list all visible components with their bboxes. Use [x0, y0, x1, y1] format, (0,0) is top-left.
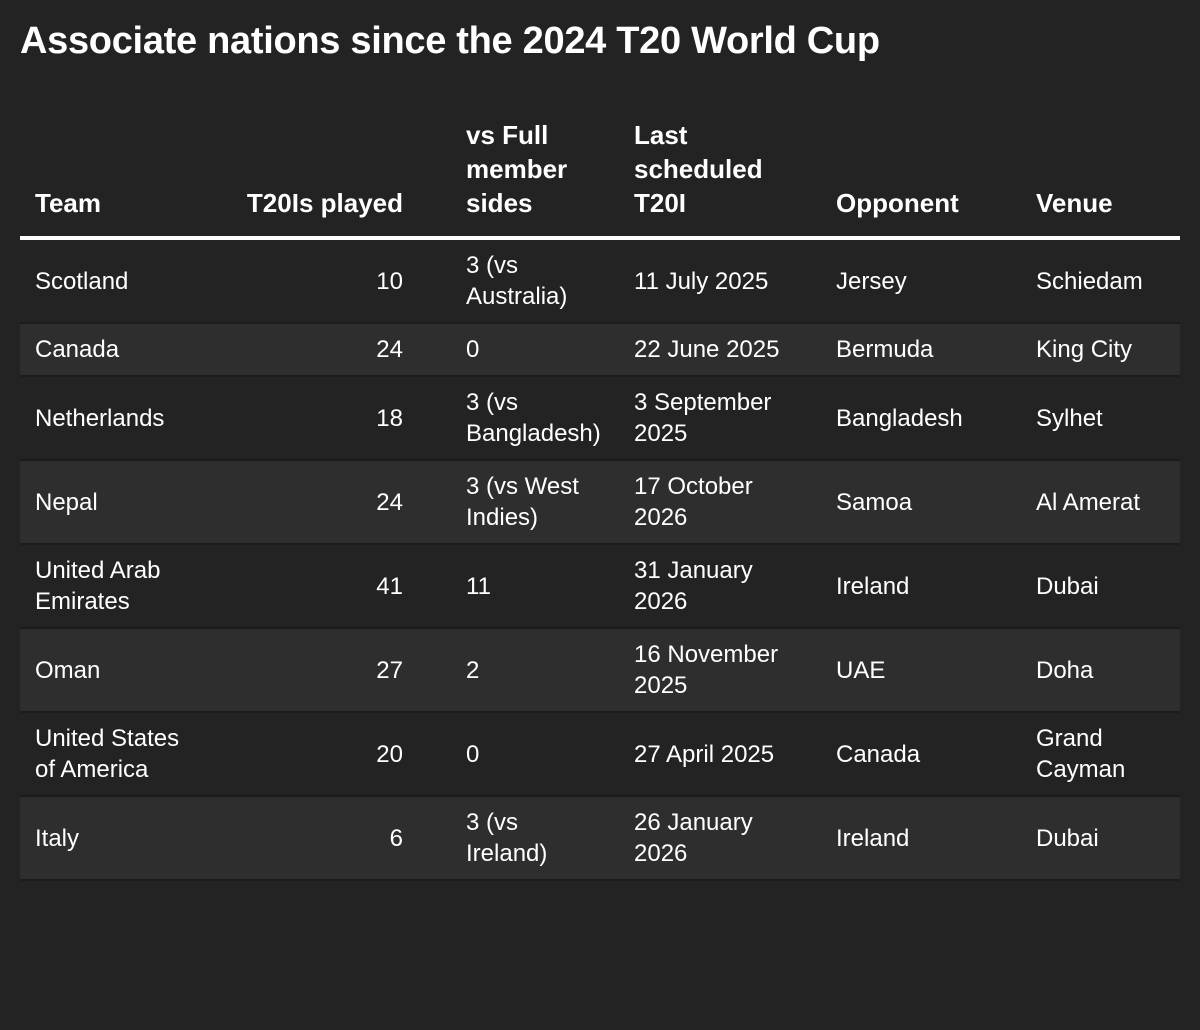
team-cell: Scotland: [20, 238, 220, 324]
column-header-vs-full-member: vs Full member sides: [403, 118, 619, 240]
vs-full-member-cell: 3 (vs Ireland): [403, 796, 619, 881]
t20is-played-cell: 27: [220, 628, 403, 713]
team-cell: Canada: [20, 323, 220, 377]
team-cell: United Arab Emirates: [20, 544, 220, 629]
last-scheduled-cell: 17 October 2026: [619, 460, 821, 545]
last-scheduled-cell: 27 April 2025: [619, 712, 821, 797]
chart-title: Associate nations since the 2024 T20 Wor…: [20, 20, 880, 62]
column-header-last-scheduled: Last scheduled T20I: [619, 118, 821, 240]
table-row: United Arab Emirates 41 11 31 January 2026 I…: [20, 544, 1180, 629]
venue-cell: Sylhet: [1027, 376, 1180, 461]
t20is-played-cell: 10: [220, 238, 403, 324]
opponent-cell: Jersey: [821, 238, 1027, 324]
last-scheduled-cell: 11 July 2025: [619, 238, 821, 324]
table-row: Scotland 10 3 (vs Australia) 11 July 2025 Je…: [20, 238, 1180, 324]
venue-cell: Schiedam: [1027, 238, 1180, 324]
last-scheduled-cell: 22 June 2025: [619, 323, 821, 377]
venue-cell: Al Amerat: [1027, 460, 1180, 545]
t20is-played-cell: 18: [220, 376, 403, 461]
opponent-cell: Ireland: [821, 544, 1027, 629]
column-header-venue: Venue: [1027, 118, 1180, 240]
t20is-played-cell: 24: [220, 460, 403, 545]
team-cell: Netherlands: [20, 376, 220, 461]
table-body: Scotland 10 3 (vs Australia) 11 July 2025 Je…: [20, 238, 1180, 881]
header-row: Team T20Is played vs Full member sides L…: [20, 118, 1180, 240]
vs-full-member-cell: 3 (vs Australia): [403, 238, 619, 324]
last-scheduled-cell: 26 January 2026: [619, 796, 821, 881]
venue-cell: Dubai: [1027, 796, 1180, 881]
venue-cell: Doha: [1027, 628, 1180, 713]
last-scheduled-cell: 31 January 2026: [619, 544, 821, 629]
vs-full-member-cell: 0: [403, 323, 619, 377]
table-row: Oman 27 2 16 November 2025 UAE Doha: [20, 628, 1180, 713]
opponent-cell: Bermuda: [821, 323, 1027, 377]
vs-full-member-cell: 3 (vs Bangladesh): [403, 376, 619, 461]
opponent-cell: Samoa: [821, 460, 1027, 545]
opponent-cell: Canada: [821, 712, 1027, 797]
table-row: United States of America 20 0 27 April 2025…: [20, 712, 1180, 797]
team-cell: United States of America: [20, 712, 220, 797]
venue-cell: King City: [1027, 323, 1180, 377]
t20is-played-cell: 20: [220, 712, 403, 797]
table-row: Netherlands 18 3 (vs Bangladesh) 3 Septembe…: [20, 376, 1180, 461]
last-scheduled-cell: 3 September 2025: [619, 376, 821, 461]
column-header-t20is-played: T20Is played: [220, 118, 403, 240]
t20is-played-cell: 24: [220, 323, 403, 377]
vs-full-member-cell: 11: [403, 544, 619, 629]
table-row: Nepal 24 3 (vs West Indies) 17 October 2026…: [20, 460, 1180, 545]
last-scheduled-cell: 16 November 2025: [619, 628, 821, 713]
table-row: Italy 6 3 (vs Ireland) 26 January 2026 Irela…: [20, 796, 1180, 881]
t20is-played-cell: 41: [220, 544, 403, 629]
opponent-cell: Bangladesh: [821, 376, 1027, 461]
opponent-cell: Ireland: [821, 796, 1027, 881]
table-row: Canada 24 0 22 June 2025 Bermuda King City: [20, 323, 1180, 377]
venue-cell: Dubai: [1027, 544, 1180, 629]
vs-full-member-cell: 2: [403, 628, 619, 713]
column-header-team: Team: [20, 118, 220, 240]
t20is-played-cell: 6: [220, 796, 403, 881]
vs-full-member-cell: 3 (vs West Indies): [403, 460, 619, 545]
venue-cell: Grand Cayman: [1027, 712, 1180, 797]
team-cell: Oman: [20, 628, 220, 713]
column-header-opponent: Opponent: [821, 118, 1027, 240]
associate-nations-table: Team T20Is played vs Full member sides L…: [20, 118, 1180, 881]
team-cell: Italy: [20, 796, 220, 881]
team-cell: Nepal: [20, 460, 220, 545]
opponent-cell: UAE: [821, 628, 1027, 713]
vs-full-member-cell: 0: [403, 712, 619, 797]
